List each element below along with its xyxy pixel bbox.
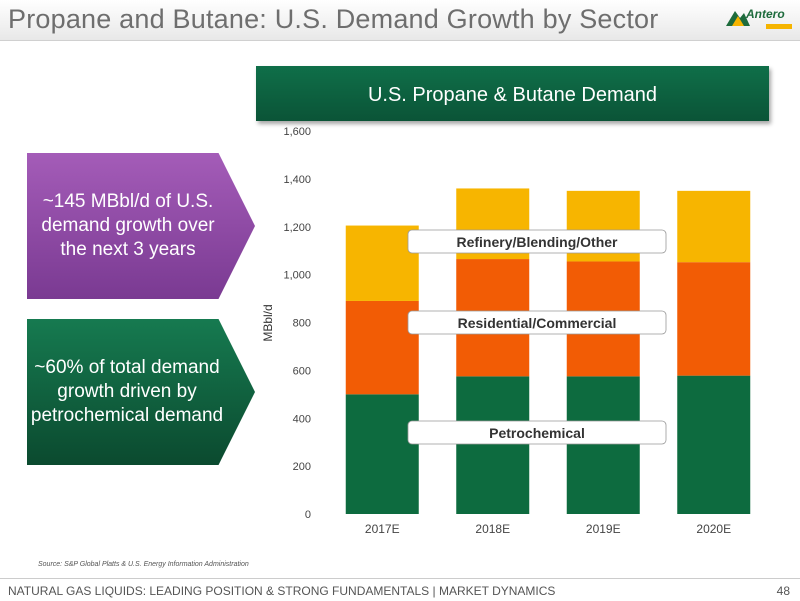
source-note: Source: S&P Global Platts & U.S. Energy … — [38, 561, 249, 568]
mountain-logo-icon — [726, 11, 750, 26]
title-bar: Propane and Butane: U.S. Demand Growth b… — [0, 0, 800, 41]
bar-refinery-2020E — [677, 190, 751, 263]
y-tick-label: 200 — [293, 461, 311, 473]
growth-callout: ~145 MBbl/d of U.S. demand growth over t… — [27, 153, 255, 299]
series-label-box — [407, 310, 667, 335]
series-label-petrochemical: Petrochemical — [407, 420, 667, 445]
series-label-text: Petrochemical — [489, 425, 585, 441]
antero-logo: Antero — [724, 4, 794, 36]
series-label-text: Residential/Commercial — [458, 315, 617, 331]
bar-refinery-2017E — [345, 225, 419, 301]
page-number: 48 — [776, 584, 790, 598]
bar-petrochemical-2018E — [456, 376, 530, 514]
y-tick-label: 1,000 — [283, 270, 311, 282]
bar-residential-2017E — [345, 300, 419, 395]
y-tick-label: 1,600 — [283, 126, 311, 138]
footer: NATURAL GAS LIQUIDS: LEADING POSITION & … — [0, 578, 800, 601]
bar-petrochemical-2020E — [677, 375, 751, 514]
y-tick-label: 1,200 — [283, 222, 311, 234]
bar-petrochemical-2019E — [566, 376, 640, 514]
x-tick-label: 2018E — [475, 522, 510, 536]
x-tick-label: 2020E — [696, 522, 731, 536]
logo-wordmark: Antero — [746, 7, 785, 21]
series-label-refinery: Refinery/Blending/Other — [407, 229, 667, 254]
page-title: Propane and Butane: U.S. Demand Growth b… — [8, 4, 659, 34]
series-label-text: Refinery/Blending/Other — [456, 234, 618, 250]
y-axis-label: MBbl/d — [261, 304, 275, 341]
series-label-box — [407, 420, 667, 445]
petrochemical-callout-text: ~60% of total demand growth driven by pe… — [30, 357, 224, 426]
x-tick-label: 2017E — [365, 522, 400, 536]
y-tick-label: 800 — [293, 318, 311, 330]
footer-text: NATURAL GAS LIQUIDS: LEADING POSITION & … — [8, 584, 556, 598]
bar-residential-2020E — [677, 262, 751, 376]
bar-petrochemical-2017E — [345, 394, 419, 514]
x-tick-label: 2019E — [586, 522, 621, 536]
chart-title: U.S. Propane & Butane Demand — [256, 66, 769, 121]
growth-callout-text: ~145 MBbl/d of U.S. demand growth over t… — [41, 191, 215, 260]
logo-underline — [766, 24, 792, 29]
y-tick-label: 400 — [293, 413, 311, 425]
series-label-box — [407, 229, 667, 254]
series-label-residential: Residential/Commercial — [407, 310, 667, 335]
petrochemical-callout: ~60% of total demand growth driven by pe… — [27, 319, 255, 465]
y-tick-label: 1,400 — [283, 174, 311, 186]
y-tick-label: 0 — [305, 509, 311, 521]
y-tick-label: 600 — [293, 365, 311, 377]
